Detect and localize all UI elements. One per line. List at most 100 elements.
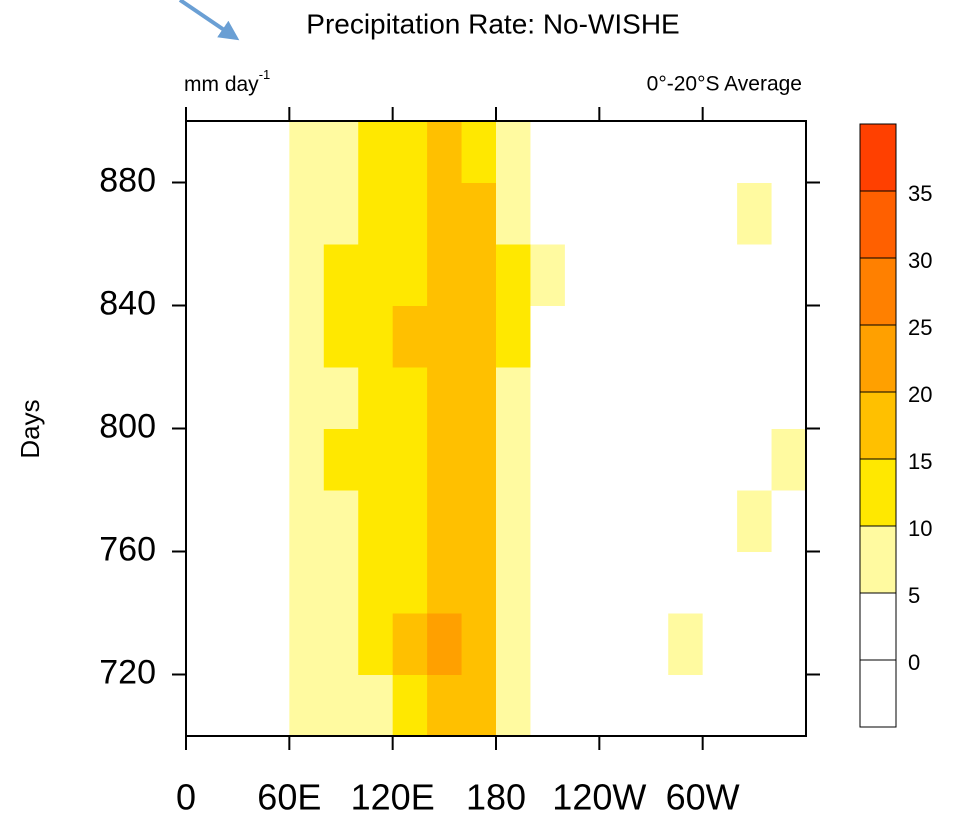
heat-cell xyxy=(633,490,669,552)
heat-cell xyxy=(220,244,256,306)
heat-cell xyxy=(737,182,773,245)
heat-cell xyxy=(771,367,807,429)
heat-cell xyxy=(323,428,359,491)
heat-cell xyxy=(186,367,221,429)
pointer-arrow xyxy=(178,0,240,41)
heat-cell xyxy=(771,182,807,245)
heat-cell xyxy=(323,367,359,429)
heat-cell xyxy=(323,182,359,245)
heat-cell xyxy=(186,490,221,552)
heat-cell xyxy=(737,121,773,183)
heat-cell xyxy=(461,182,497,245)
heat-cell xyxy=(220,367,256,429)
heat-cell xyxy=(358,367,394,429)
heat-cell xyxy=(599,244,635,306)
heat-cell xyxy=(564,674,600,737)
heat-cell xyxy=(220,305,256,368)
heat-cell xyxy=(737,305,773,368)
heat-cell xyxy=(496,121,531,183)
heat-cell xyxy=(220,182,256,245)
units-text: mm day xyxy=(184,73,259,96)
colorbar-label: 15 xyxy=(908,449,932,474)
colorbar-label: 0 xyxy=(908,650,920,675)
x-tick-label: 60E xyxy=(257,777,321,817)
heat-cell xyxy=(564,305,600,368)
heat-cell xyxy=(323,121,359,183)
heat-cell xyxy=(358,305,394,368)
heat-cell xyxy=(323,613,359,675)
heat-cell xyxy=(737,551,773,614)
heat-cell xyxy=(220,490,256,552)
heat-cell xyxy=(392,244,428,306)
heat-cell xyxy=(186,674,221,737)
heat-cell xyxy=(771,428,807,491)
heat-cell xyxy=(564,121,600,183)
heat-cell xyxy=(771,674,807,737)
heat-cell xyxy=(496,674,531,737)
heat-cell xyxy=(633,428,669,491)
x-tick-label: 60W xyxy=(666,777,740,817)
heat-cell xyxy=(358,182,394,245)
heat-cell xyxy=(530,244,566,306)
heat-cell xyxy=(427,182,463,245)
heat-cell xyxy=(633,367,669,429)
heat-cell xyxy=(668,244,704,306)
heat-cell xyxy=(496,613,531,675)
heat-cell xyxy=(702,613,738,675)
heat-cell xyxy=(461,305,497,368)
heat-cell xyxy=(461,428,497,491)
y-tick-label: 840 xyxy=(99,284,156,322)
heat-cell xyxy=(564,551,600,614)
heat-cell xyxy=(186,182,221,245)
colorbar-label: 35 xyxy=(908,181,932,206)
heat-cell xyxy=(323,244,359,306)
heat-cell xyxy=(702,367,738,429)
heat-cell xyxy=(461,613,497,675)
heat-cell xyxy=(530,551,566,614)
heat-cell xyxy=(427,613,463,675)
colorbar-box xyxy=(859,324,897,393)
heat-cell xyxy=(392,613,428,675)
heat-cell xyxy=(254,121,290,183)
colorbar-box xyxy=(859,525,897,594)
heat-cell xyxy=(427,490,463,552)
heat-cell xyxy=(461,490,497,552)
heat-cell xyxy=(702,428,738,491)
heat-cell xyxy=(599,490,635,552)
y-axis-label: Days xyxy=(15,399,45,458)
heat-cell xyxy=(254,182,290,245)
heat-cell xyxy=(668,182,704,245)
heat-cell xyxy=(186,121,221,183)
heat-cell xyxy=(323,551,359,614)
heat-cell xyxy=(323,490,359,552)
heat-cell xyxy=(254,613,290,675)
heat-cell xyxy=(668,613,704,675)
heat-cell xyxy=(358,490,394,552)
heat-cell xyxy=(530,305,566,368)
x-tick-label: 180 xyxy=(466,777,526,817)
heat-cell xyxy=(633,551,669,614)
heat-cell xyxy=(186,613,221,675)
heat-cell xyxy=(702,551,738,614)
heat-cell xyxy=(633,182,669,245)
heat-cell xyxy=(737,490,773,552)
colorbar-box xyxy=(859,257,897,326)
heat-cell xyxy=(358,428,394,491)
colorbar-label: 20 xyxy=(908,382,932,407)
heat-cell xyxy=(771,613,807,675)
heat-cell xyxy=(668,428,704,491)
heat-cell xyxy=(702,121,738,183)
heat-cell xyxy=(702,305,738,368)
heat-cell xyxy=(771,551,807,614)
heat-cell xyxy=(564,244,600,306)
heat-cell xyxy=(599,182,635,245)
units-superscript: -1 xyxy=(259,67,271,82)
heat-cell xyxy=(599,613,635,675)
heat-cell xyxy=(771,490,807,552)
colorbar-label: 30 xyxy=(908,248,932,273)
heat-cell xyxy=(564,490,600,552)
heat-cell xyxy=(702,244,738,306)
heat-cell xyxy=(599,121,635,183)
heat-cell xyxy=(186,244,221,306)
x-tick-label: 0 xyxy=(176,777,196,817)
